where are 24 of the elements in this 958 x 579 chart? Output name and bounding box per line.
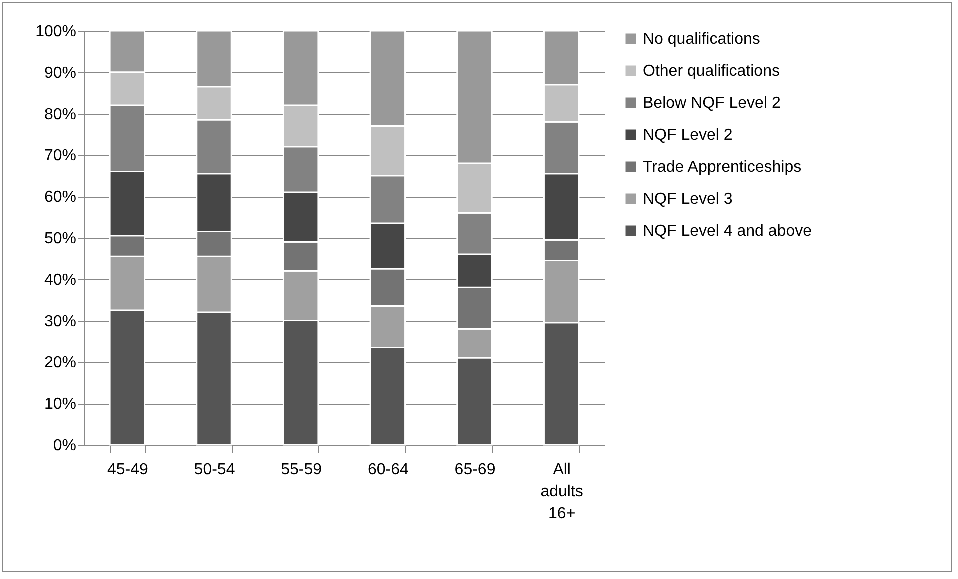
y-tick-label: 70% bbox=[44, 148, 76, 165]
legend-label: NQF Level 4 and above bbox=[643, 223, 812, 240]
legend-label: NQF Level 3 bbox=[643, 191, 733, 208]
y-tick-label: 60% bbox=[44, 189, 76, 206]
legend-label: Trade Apprenticeships bbox=[643, 159, 802, 176]
y-tick-label: 10% bbox=[44, 396, 76, 414]
legend-label: No qualifications bbox=[643, 31, 760, 48]
y-tick-label: 40% bbox=[44, 272, 76, 289]
x-tick-label: 60-64 bbox=[368, 462, 409, 478]
legend-label: Below NQF Level 2 bbox=[643, 95, 781, 112]
y-tick-label: 50% bbox=[44, 230, 76, 248]
x-tick-label: All adults 16+ bbox=[540, 462, 584, 522]
x-tick-label: 65-69 bbox=[454, 462, 496, 478]
x-tick-label: 45-49 bbox=[107, 462, 148, 478]
y-tick-label: 90% bbox=[44, 64, 76, 82]
y-tick-label: 30% bbox=[44, 313, 76, 330]
y-tick-label: 0% bbox=[53, 438, 76, 454]
legend-label: Other qualifications bbox=[643, 63, 780, 80]
y-tick-label: 20% bbox=[44, 354, 76, 372]
x-tick-label: 55-59 bbox=[281, 462, 322, 478]
y-tick-label: 100% bbox=[36, 24, 76, 40]
legend-label: NQF Level 2 bbox=[643, 127, 733, 144]
y-tick-label: 80% bbox=[44, 106, 76, 124]
x-tick-label: 50-54 bbox=[194, 462, 236, 478]
